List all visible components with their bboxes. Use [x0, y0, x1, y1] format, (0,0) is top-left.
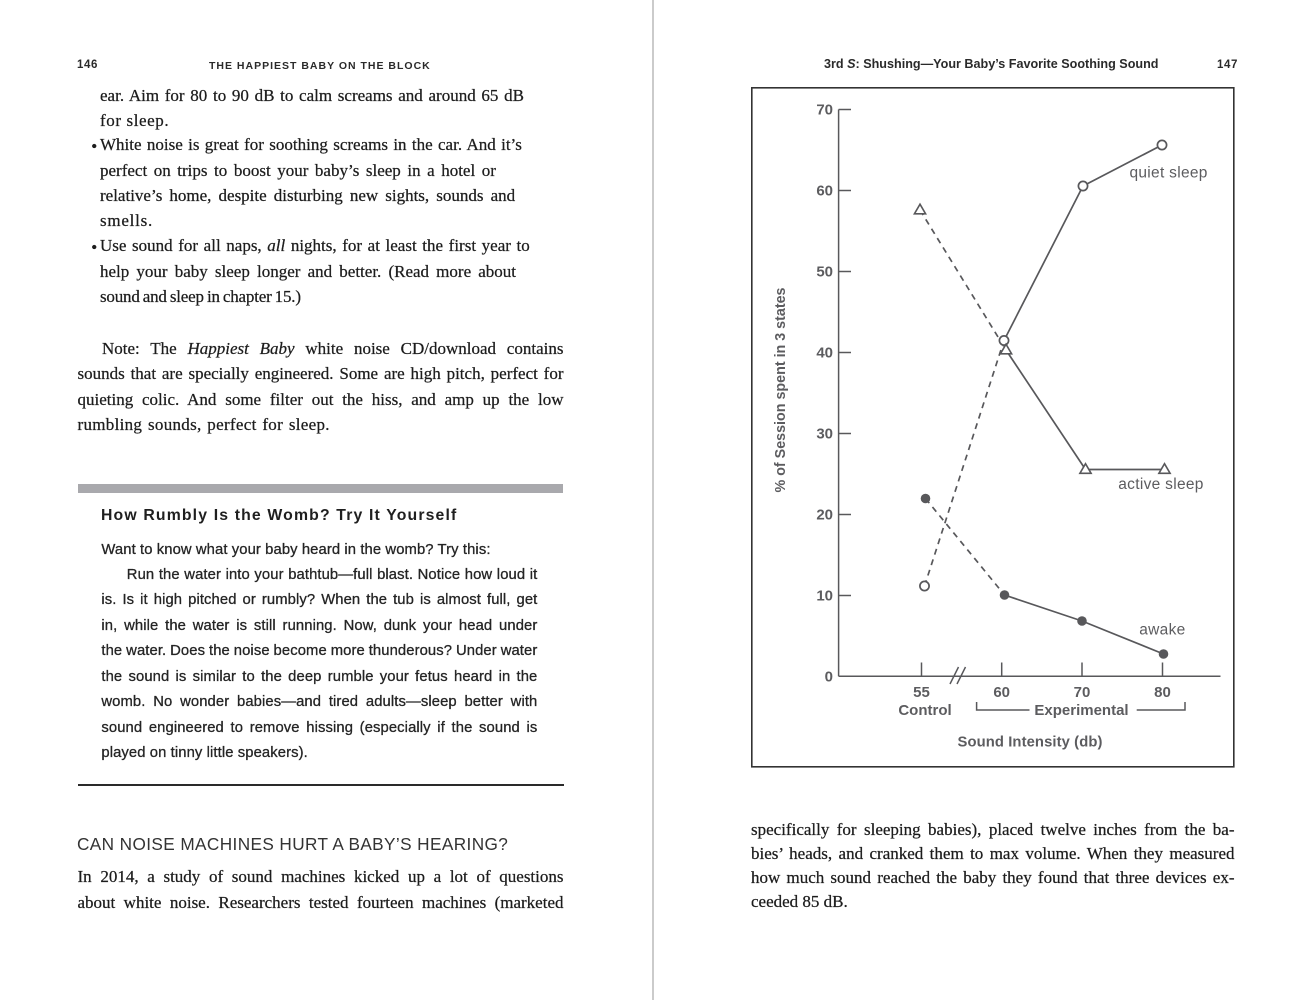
svg-text:30: 30 — [816, 426, 833, 443]
svg-text:55: 55 — [913, 684, 930, 701]
svg-text:quiet sleep: quiet sleep — [1129, 165, 1207, 182]
svg-text:70: 70 — [816, 102, 833, 119]
svg-text:0: 0 — [825, 668, 833, 685]
svg-text:awake: awake — [1139, 621, 1185, 638]
svg-text:50: 50 — [816, 264, 833, 281]
svg-text:60: 60 — [993, 684, 1010, 701]
svg-text:80: 80 — [1154, 684, 1171, 701]
svg-text:60: 60 — [816, 183, 833, 200]
svg-text:70: 70 — [1074, 684, 1091, 701]
svg-text:40: 40 — [816, 345, 833, 362]
svg-text:% of Session spent in 3 states: % of Session spent in 3 states — [773, 287, 789, 492]
svg-text:active sleep: active sleep — [1118, 476, 1203, 493]
svg-text:10: 10 — [816, 588, 833, 605]
svg-text:20: 20 — [816, 507, 833, 524]
svg-text:Sound Intensity (db): Sound Intensity (db) — [957, 735, 1102, 751]
svg-text:Experimental: Experimental — [1034, 702, 1128, 719]
svg-text:Control: Control — [898, 702, 951, 719]
